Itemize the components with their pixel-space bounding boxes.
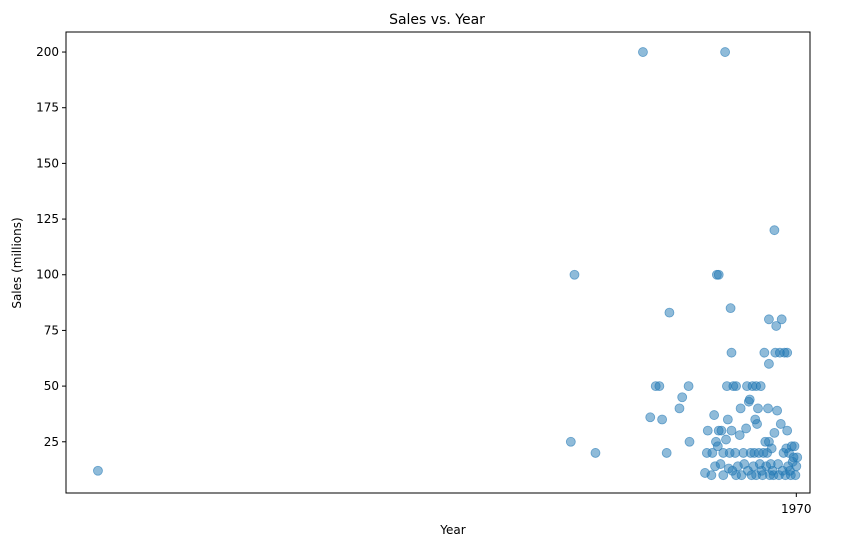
y-tick-label: 200 bbox=[36, 45, 59, 59]
scatter-point bbox=[713, 269, 724, 280]
y-tick-label: 150 bbox=[36, 156, 59, 170]
scatter-point bbox=[702, 425, 713, 436]
scatter-point bbox=[712, 441, 723, 452]
scatter-point bbox=[734, 430, 745, 440]
scatter-point bbox=[565, 436, 576, 447]
scatter-point bbox=[93, 465, 103, 476]
chart-title: Sales vs. Year bbox=[389, 12, 485, 28]
scatter-point bbox=[721, 434, 731, 445]
x-tick-label: 1970 bbox=[781, 502, 812, 516]
scatter-point bbox=[775, 419, 786, 429]
scatter-point bbox=[715, 459, 726, 469]
scatter-point bbox=[769, 427, 780, 438]
scatter-point bbox=[720, 47, 731, 57]
scatter-point bbox=[771, 321, 782, 331]
scatter-point bbox=[683, 381, 694, 392]
scatter-point bbox=[776, 314, 787, 325]
y-tick-label: 125 bbox=[36, 212, 59, 226]
scatter-point bbox=[706, 470, 717, 481]
scatter-point bbox=[735, 403, 746, 414]
scatter-point bbox=[769, 225, 780, 236]
scatter-point bbox=[753, 403, 763, 414]
scatter-point bbox=[790, 470, 801, 481]
y-axis: 25 50 75 100 125 150 175 200 bbox=[36, 45, 66, 449]
y-tick-label: 100 bbox=[36, 268, 59, 282]
scatter-point bbox=[759, 347, 770, 358]
scatter-point bbox=[744, 394, 755, 405]
scatter-point bbox=[772, 405, 783, 416]
scatter-point bbox=[726, 425, 737, 436]
scatter-point bbox=[791, 461, 802, 472]
scatter-point bbox=[718, 470, 729, 481]
scatter-point bbox=[664, 307, 675, 318]
scatter-point bbox=[722, 414, 733, 425]
y-axis-label: Sales (millions) bbox=[10, 217, 24, 308]
scatter-point bbox=[741, 423, 751, 434]
scatter-point bbox=[569, 269, 580, 280]
scatter-point bbox=[638, 47, 648, 57]
scatter-point bbox=[590, 448, 601, 458]
scatter-point bbox=[752, 419, 762, 429]
scatter-point bbox=[763, 403, 773, 414]
y-tick-label: 25 bbox=[44, 435, 59, 449]
scatter-point bbox=[773, 459, 783, 469]
scatter-point bbox=[755, 381, 766, 392]
scatter-point bbox=[725, 303, 736, 314]
scatter-point bbox=[716, 425, 727, 436]
scatter-point bbox=[707, 448, 718, 458]
scatter-point bbox=[782, 347, 793, 358]
scatter-point bbox=[731, 381, 741, 392]
y-tick-label: 50 bbox=[44, 379, 59, 393]
points-layer bbox=[93, 47, 803, 481]
y-tick-label: 175 bbox=[36, 101, 59, 115]
scatter-point bbox=[764, 358, 774, 369]
plot-frame bbox=[65, 31, 811, 494]
scatter-point bbox=[766, 443, 777, 454]
scatter-point bbox=[677, 392, 688, 403]
scatter-point bbox=[792, 452, 803, 463]
scatter-point bbox=[726, 347, 737, 358]
scatter-point bbox=[645, 412, 656, 423]
scatter-point bbox=[709, 410, 720, 420]
scatter-point bbox=[764, 314, 774, 325]
scatter-point bbox=[674, 403, 685, 414]
scatter-point bbox=[789, 441, 800, 452]
x-axis-label: Year bbox=[439, 523, 465, 537]
scatter-point bbox=[657, 414, 668, 425]
scatter-point bbox=[782, 425, 793, 436]
scatter-point bbox=[730, 448, 741, 458]
scatter-point bbox=[654, 381, 665, 392]
scatter-point bbox=[684, 436, 695, 447]
x-axis: 1970 bbox=[781, 493, 812, 516]
y-tick-label: 75 bbox=[44, 323, 59, 337]
scatter-point bbox=[661, 448, 672, 458]
